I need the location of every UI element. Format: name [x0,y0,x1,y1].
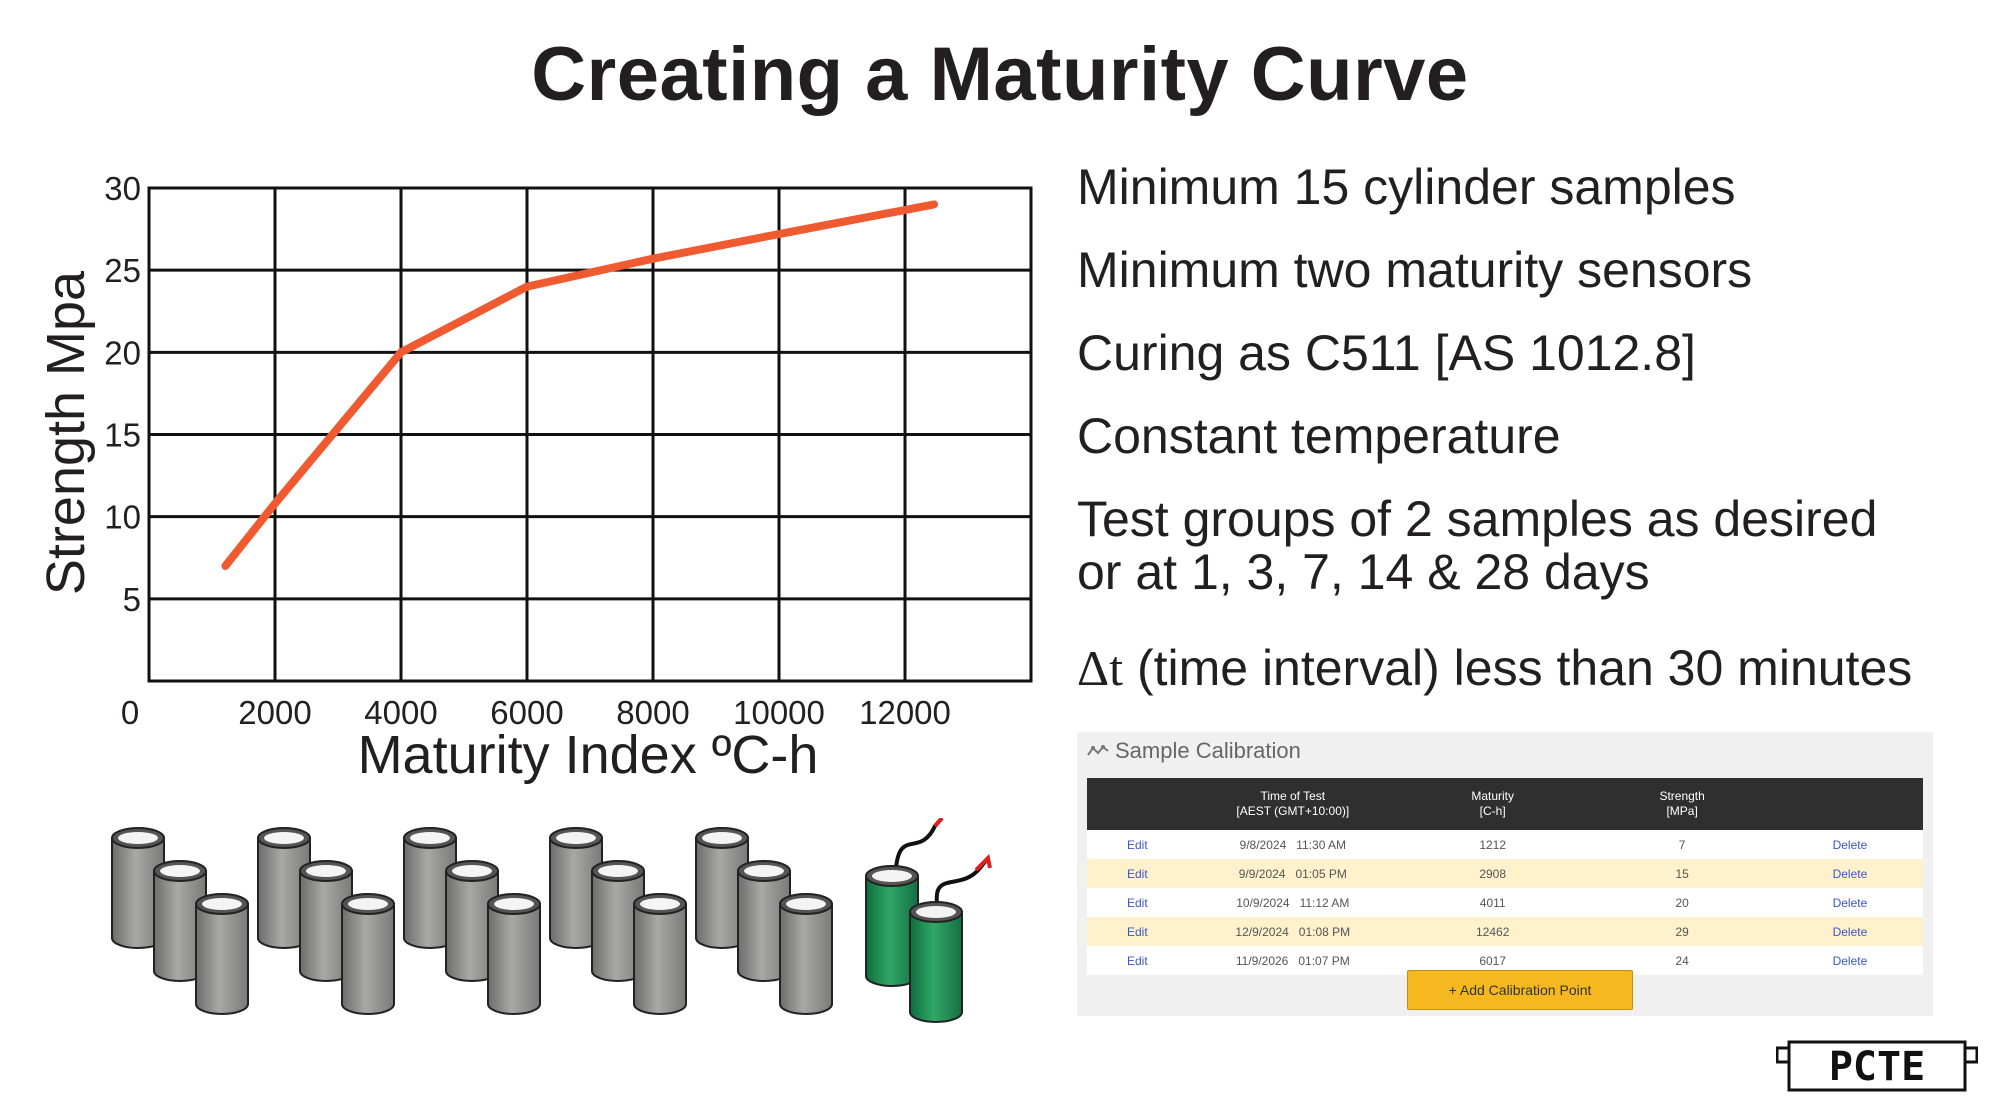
strength-cell: 20 [1675,895,1689,910]
y-tick-label: 20 [104,334,141,371]
time-cell: 12/9/2024 01:08 PM [1187,917,1398,946]
delete-link[interactable]: Delete [1832,895,1868,910]
bullet-item: Minimum 15 cylinder samples [1077,159,1736,215]
maturity-cell: 1212 [1479,837,1507,852]
maturity-cell: 6017 [1479,953,1507,968]
column-header: Time of Test [AEST (GMT+10:00)] [1187,778,1398,830]
y-tick-label: 10 [104,499,141,536]
plot-frame [147,186,1033,683]
delta-t-symbol: Δt [1077,640,1124,696]
x-tick-label: 10000 [733,694,825,731]
chart-grid [147,186,1033,683]
x-tick-label: 8000 [616,694,689,731]
table-row: Edit 10/9/2024 11:12 AM 4011 20 Delete [1087,888,1923,917]
cylinder-sample [341,893,395,1015]
series-line [221,200,939,570]
calibration-title: Sample Calibration [1115,738,1301,763]
y-tick-label: 5 [123,581,141,618]
cylinder-sample [737,860,791,982]
delete-link[interactable]: Delete [1776,859,1923,888]
calibration-header: Sample Calibration [1087,738,1301,764]
column-header: Maturity [C-h] [1397,778,1588,830]
logo-text: PCTE [1829,1044,1925,1090]
sensor-wire [894,818,944,869]
edit-link[interactable]: Edit [1126,953,1148,968]
cylinder-sample [487,893,541,1015]
cylinder-sample [779,893,833,1015]
chart-ticks: 0 2000 4000 6000 8000 10000 12000 5 10 15 20 25 30 [104,170,951,731]
x-tick-label: 0 [121,694,139,731]
time-cell: 10/9/2024 11:12 AM [1236,895,1350,910]
table-row: Edit 9/8/2024 11:30 AM 1212 7 Delete [1087,830,1923,859]
delete-link[interactable]: Delete [1832,953,1868,968]
edit-link[interactable]: Edit [1087,859,1188,888]
strength-cell: 29 [1587,917,1777,946]
table-row: Edit 11/9/2026 01:07 PM 6017 24 Delete [1087,946,1923,975]
delete-link[interactable]: Delete [1776,917,1923,946]
table-row: Edit 9/9/2024 01:05 PM 2908 15 Delete [1087,859,1923,888]
delete-link[interactable]: Delete [1832,837,1868,852]
edit-link[interactable]: Edit [1087,917,1188,946]
time-cell: 11/9/2026 01:07 PM [1235,953,1350,968]
chart-series [221,200,939,570]
x-tick-label: 4000 [364,694,437,731]
pcte-logo: PCTE [1776,1040,1978,1092]
column-header: Strength [MPa] [1587,778,1777,830]
maturity-cell: 4011 [1479,895,1506,910]
bullet-item-delta: Δt (time interval) less than 30 minutes [1077,641,1912,695]
maturity-chart: 0 2000 4000 6000 8000 10000 12000 5 10 15 20 25 30 M… [36,170,1033,785]
sensor-cylinder [909,901,963,1023]
x-axis-label: Maturity Index ºC-h [358,725,819,785]
strength-cell: 24 [1675,953,1689,968]
cylinder-sample [257,827,311,949]
edit-link[interactable]: Edit [1126,895,1148,910]
cylinder-illustration [111,818,992,1023]
bullet-item: Test groups of 2 samples as desired [1077,491,1878,547]
x-tick-label: 2000 [238,694,311,731]
bullet-item: Curing as C511 [AS 1012.8] [1077,325,1696,381]
table-header-row: Time of Test [AEST (GMT+10:00)] Maturity… [1087,778,1923,830]
cylinder-sample [549,827,603,949]
strength-cell: 7 [1678,837,1686,852]
edit-link[interactable]: Edit [1126,837,1148,852]
maturity-cell: 2908 [1397,859,1588,888]
cylinder-sample [403,827,457,949]
y-tick-label: 30 [104,170,141,207]
add-calibration-point-button[interactable]: + Add Calibration Point [1407,970,1633,1010]
sensor-cylinder [865,865,919,987]
x-tick-label: 12000 [859,694,951,731]
x-tick-label: 6000 [490,694,563,731]
slide-title: Creating a Maturity Curve [531,32,1469,117]
sample-calibration-panel: Sample Calibration Time of Test [AEST (G… [1077,732,1933,1016]
bullet-item: Minimum two maturity sensors [1077,242,1753,298]
cylinder-sample [153,860,207,982]
cylinder-sample [195,893,249,1015]
sensor-wire-tip [933,818,944,828]
table-row: Edit 12/9/2024 01:08 PM 12462 29 Delete [1087,917,1923,946]
column-header [1087,778,1188,830]
delta-t-text: (time interval) less than 30 minutes [1123,640,1913,696]
y-tick-label: 15 [104,417,141,454]
sensor-wire-tip [974,853,992,872]
cylinder-sample [633,893,687,1015]
strength-cell: 15 [1587,859,1777,888]
y-axis-label: Strength Mpa [36,270,96,595]
maturity-cell: 12462 [1397,917,1588,946]
time-cell: 9/9/2024 01:05 PM [1187,859,1398,888]
y-tick-label: 25 [104,252,141,289]
trend-icon [1087,745,1109,756]
cylinder-sample [695,827,749,949]
column-header [1776,778,1923,830]
calibration-table: Time of Test [AEST (GMT+10:00)] Maturity… [1087,778,1923,975]
bullet-item: Constant temperature [1077,408,1561,464]
bullet-item: or at 1, 3, 7, 14 & 28 days [1077,544,1650,600]
time-cell: 9/8/2024 11:30 AM [1239,837,1347,852]
cylinder-sample [591,860,645,982]
cylinder-sample [299,860,353,982]
